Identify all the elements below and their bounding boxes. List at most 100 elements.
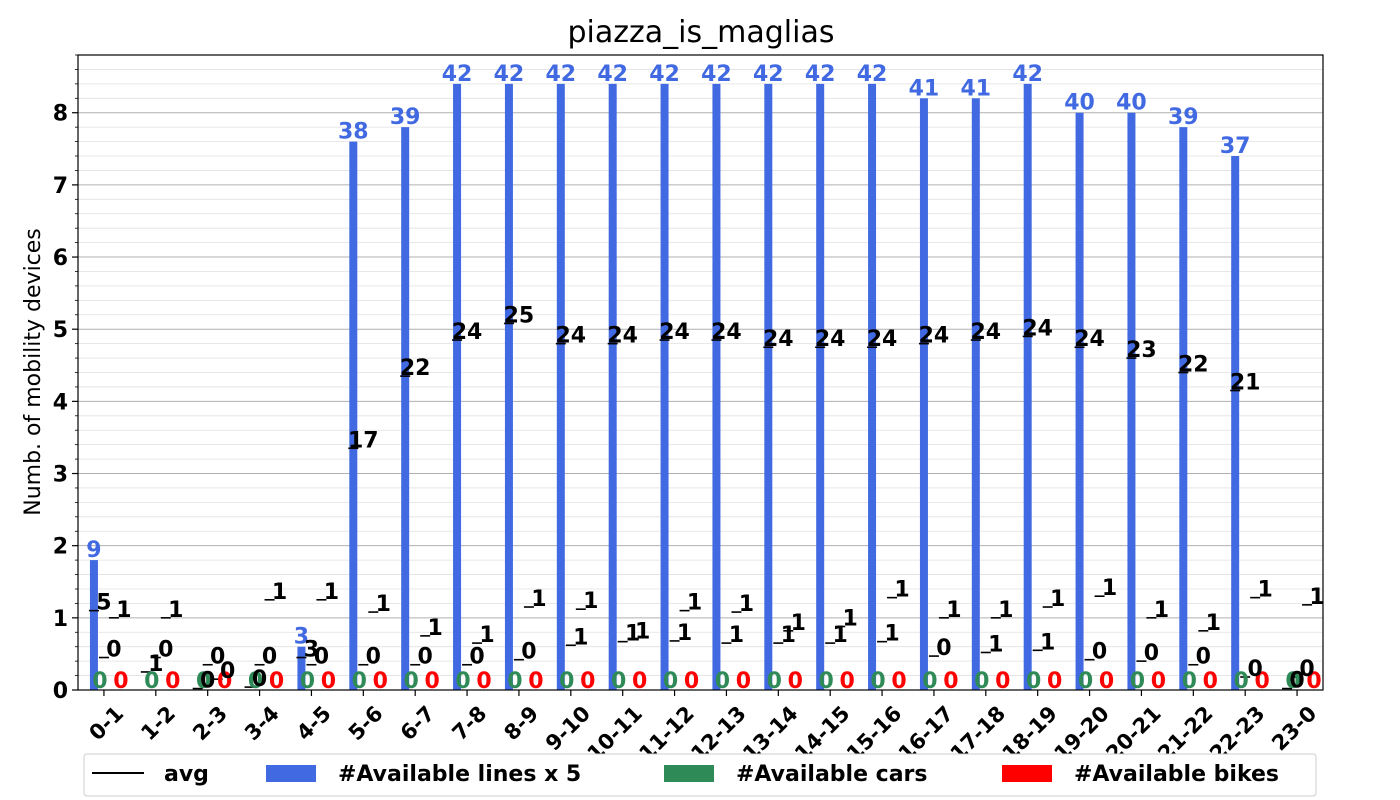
- bar-value-label: 0: [974, 669, 989, 694]
- y-ticks-group: 0 1 2 3 4 5 6 7 8: [53, 54, 78, 704]
- avg-value-label: 1: [781, 623, 796, 648]
- bar-value-label: 41: [909, 76, 940, 101]
- avg-value-label: 1: [791, 611, 806, 636]
- avg-value-label: 0: [521, 640, 536, 665]
- avg-value-label: 0: [418, 645, 433, 670]
- y-tick-label: 3: [53, 463, 68, 488]
- bar: [1075, 112, 1084, 690]
- bar-value-label: 0: [1255, 669, 1270, 694]
- bar-value-label: 0: [922, 669, 937, 694]
- y-tick-label: 0: [53, 679, 68, 704]
- legend-label: #Available bikes: [1074, 762, 1279, 787]
- bar-value-label: 0: [1078, 669, 1093, 694]
- bar-value-label: 0: [788, 669, 803, 694]
- bar-value-label: 42: [805, 62, 836, 87]
- avg-value-label: 25: [504, 303, 535, 328]
- bar-value-label: 0: [1026, 669, 1041, 694]
- bar-value-label: 0: [840, 669, 855, 694]
- bar-value-label: 0: [819, 669, 834, 694]
- avg-value-label: 1: [428, 616, 443, 641]
- bar-value-label: 0: [1203, 669, 1218, 694]
- bar-value-label: 0: [1151, 669, 1166, 694]
- avg-value-label: 1: [168, 598, 183, 623]
- bar-value-label: 0: [455, 669, 470, 694]
- y-tick-label: 4: [53, 390, 68, 415]
- x-tick-label: 8-9: [499, 701, 543, 745]
- avg-value-label: 1: [1309, 585, 1324, 610]
- bar: [660, 83, 669, 690]
- avg-value-label: 1: [148, 652, 163, 677]
- bar-value-label: 0: [580, 669, 595, 694]
- avg-value-label: 0: [1289, 669, 1304, 694]
- legend-label: avg: [164, 762, 209, 787]
- avg-value-label: 0: [262, 645, 277, 670]
- avg-value-label: 1: [376, 592, 391, 617]
- bar-value-label: 0: [1285, 669, 1300, 694]
- bar-value-label: 0: [736, 669, 751, 694]
- avg-value-label: 0: [1299, 657, 1314, 682]
- bar-value-label: 0: [891, 669, 906, 694]
- bar: [712, 83, 721, 690]
- bar-value-label: 0: [632, 669, 647, 694]
- avg-value-label: 0: [158, 638, 173, 663]
- avg-value-label: 0: [106, 638, 121, 663]
- bar-value-label: 0: [113, 669, 128, 694]
- bar-value-label: 0: [1306, 669, 1321, 694]
- bar-value-label: 42: [857, 62, 888, 87]
- bar: [971, 98, 980, 690]
- avg-value-label: 5: [96, 591, 111, 616]
- bar-value-label: 39: [390, 105, 421, 130]
- bar: [297, 646, 306, 690]
- avg-value-label: 1: [946, 598, 961, 623]
- bar-value-label: 0: [528, 669, 543, 694]
- bar: [504, 83, 513, 690]
- bar-value-label: 0: [321, 669, 336, 694]
- grid-lines: [78, 54, 1323, 676]
- avg-value-label: 1: [677, 621, 692, 646]
- avg-value-label: 24: [763, 327, 794, 352]
- avg-value-label: 24: [1022, 316, 1053, 341]
- bar-value-label: 40: [1116, 91, 1147, 116]
- avg-value-label: 1: [884, 622, 899, 647]
- avg-value-label: 1: [988, 632, 1003, 657]
- y-tick-label: 6: [53, 246, 68, 271]
- bar-value-label: 0: [684, 669, 699, 694]
- bar-value-label: 0: [92, 669, 107, 694]
- legend: avg #Available lines x 5 #Available cars #A…: [83, 753, 1317, 797]
- bar-value-label: 0: [611, 669, 626, 694]
- avg-markers-group: [88, 322, 1313, 690]
- avg-value-label: 1: [1258, 578, 1273, 603]
- avg-value-label: 1: [729, 623, 744, 648]
- bar-value-label: 42: [701, 62, 732, 87]
- bar-value-label: 42: [442, 62, 473, 87]
- bar: [453, 83, 462, 690]
- bar: [1023, 83, 1032, 690]
- y-tick-label: 2: [53, 535, 68, 560]
- avg-value-label: 1: [1154, 598, 1169, 623]
- bar-value-label: 40: [1064, 91, 1095, 116]
- legend-swatch: [664, 765, 714, 782]
- bar: [89, 560, 98, 690]
- bar-value-label: 0: [217, 669, 232, 694]
- avg-value-label: 1: [324, 580, 339, 605]
- avg-value-label: 1: [1040, 630, 1055, 655]
- avg-value-label: 0: [1248, 657, 1263, 682]
- x-tick-label: 4-5: [292, 701, 336, 745]
- avg-value-label: 1: [687, 591, 702, 616]
- x-tick-label: 2-3: [188, 701, 232, 745]
- avg-value-label: 1: [739, 592, 754, 617]
- avg-value-label: 0: [1144, 641, 1159, 666]
- bar-value-label: 0: [1099, 669, 1114, 694]
- bar-value-label: 0: [144, 669, 159, 694]
- avg-value-label: 0: [469, 645, 484, 670]
- avg-value-label: 0: [366, 645, 381, 670]
- bar-value-label: 41: [961, 76, 992, 101]
- avg-value-label: 0: [220, 659, 235, 684]
- bar-value-label: 0: [995, 669, 1010, 694]
- avg-value-label: 24: [971, 320, 1002, 345]
- x-tick-label: 23-0: [1267, 701, 1321, 755]
- avg-value-label: 0: [252, 667, 267, 692]
- legend-label: #Available lines x 5: [338, 762, 581, 787]
